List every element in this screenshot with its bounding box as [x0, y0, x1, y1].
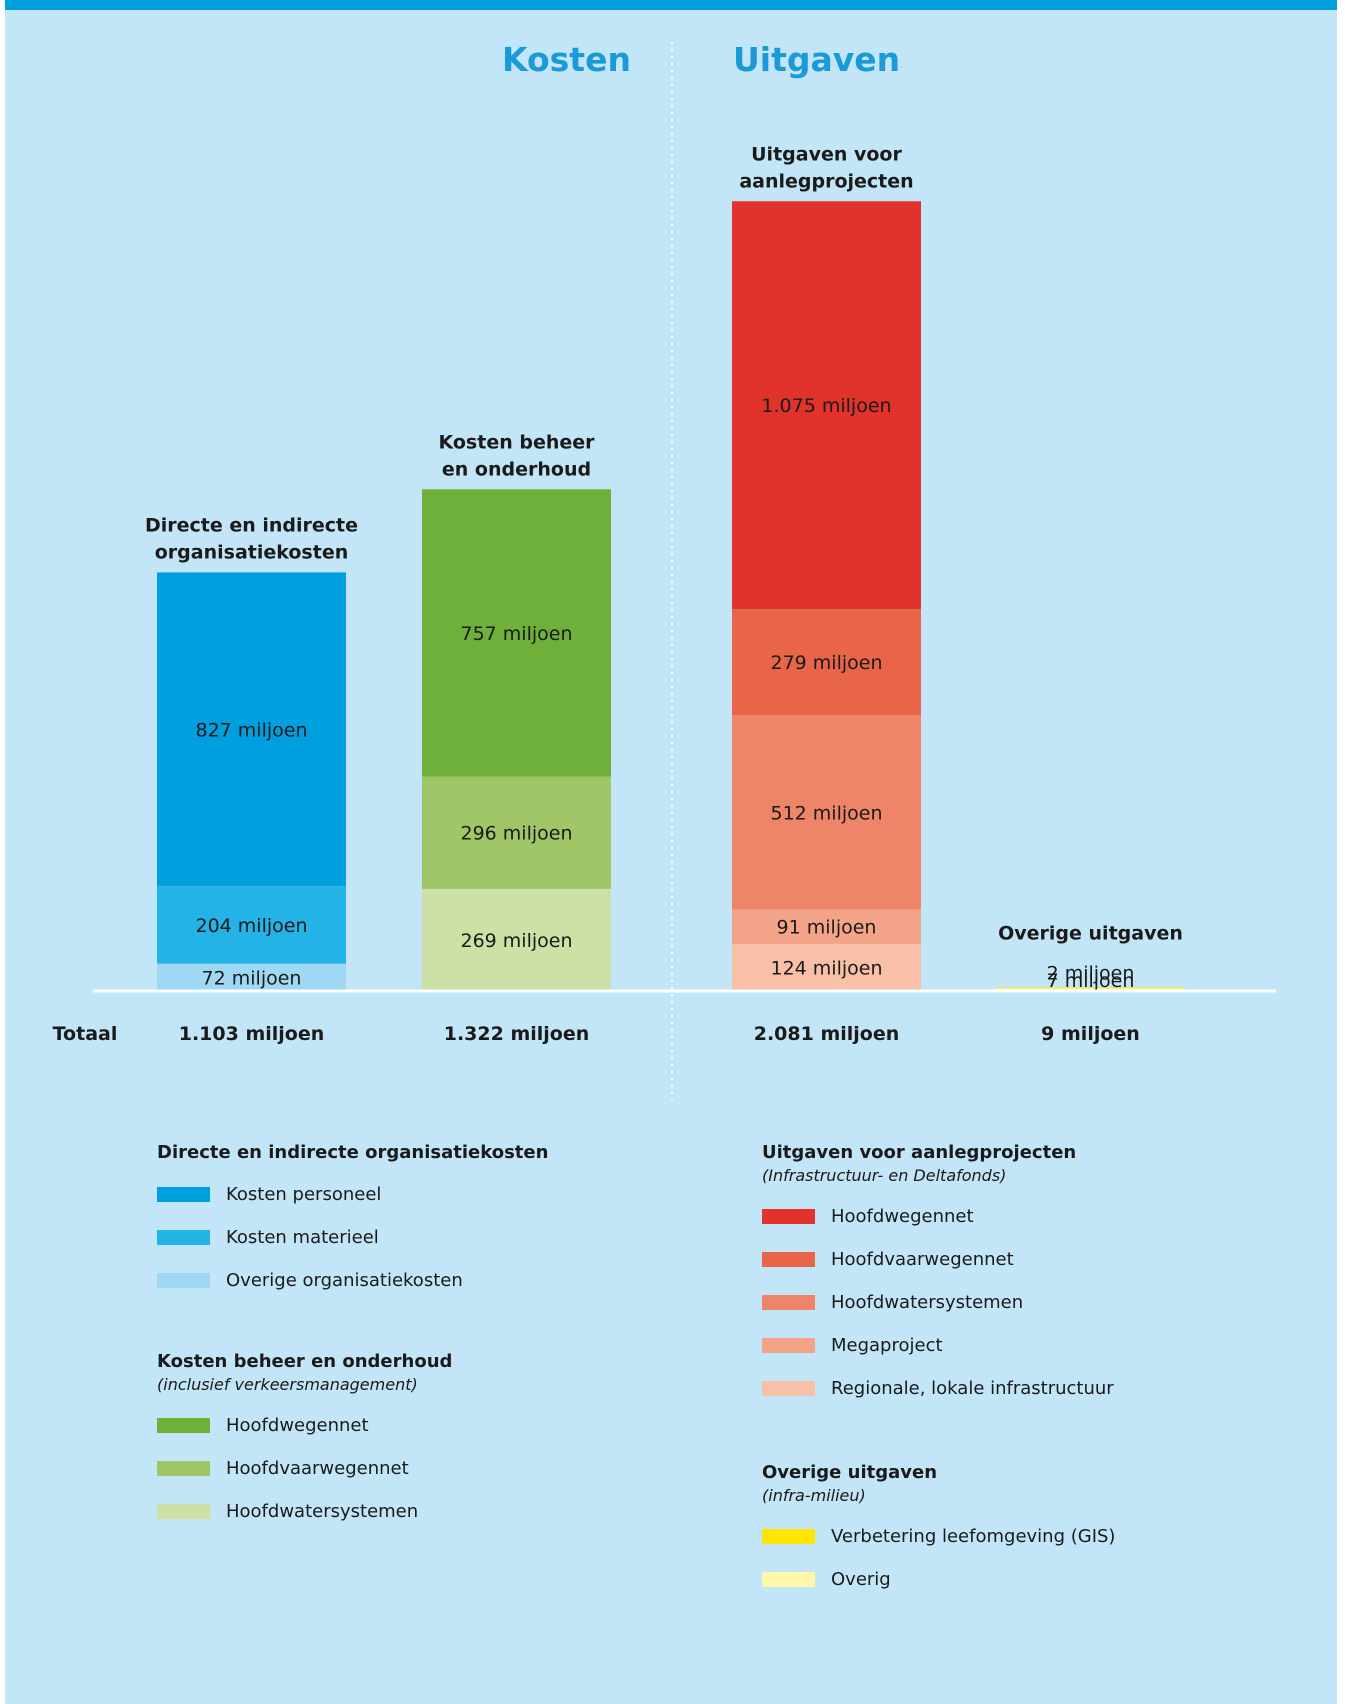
legend-items: Kosten personeel Kosten materieel Overig…	[157, 1173, 548, 1302]
legend-swatch	[762, 1381, 815, 1396]
bar-total-label: 9 miljoen	[1041, 1023, 1140, 1045]
legend-label: Kosten personeel	[226, 1184, 382, 1205]
bar-title: Uitgaven voor	[751, 143, 902, 165]
segment-value-label: 124 miljoen	[770, 957, 882, 979]
legend-label: Overig	[831, 1569, 891, 1590]
legend-label: Overige organisatiekosten	[226, 1270, 463, 1291]
bar-title: en onderhoud	[442, 458, 591, 480]
legend-item: Hoofdvaarwegennet	[157, 1447, 452, 1490]
stacked-bar-chart: 72 miljoen 204 miljoen 827 miljoen Directe …	[53, 42, 1276, 1100]
bar-title: Directe en indirecte	[145, 514, 358, 536]
segment-value-label: 91 miljoen	[777, 917, 877, 939]
legend-subtitle: (inclusief verkeersmanagement)	[157, 1375, 418, 1394]
legend-swatch	[762, 1209, 815, 1224]
legend-subtitle: (infra-milieu)	[762, 1486, 866, 1505]
segment-value-label: 512 miljoen	[770, 802, 882, 824]
legend-title: Overige uitgaven	[762, 1462, 938, 1483]
segment-value-label: 279 miljoen	[770, 652, 882, 674]
legend-item: Hoofdwatersystemen	[762, 1281, 1114, 1324]
legend-swatch	[762, 1338, 815, 1353]
legend-title: Kosten beheer en onderhoud	[157, 1351, 453, 1372]
legend-swatch	[157, 1230, 210, 1245]
legend-item: Verbetering leefomgeving (GIS)	[762, 1515, 1115, 1558]
legend-item: Regionale, lokale infrastructuur	[762, 1367, 1114, 1410]
bar-segment	[996, 987, 1185, 989]
legend-swatch	[762, 1252, 815, 1267]
bar-segment	[732, 943, 921, 991]
segment-value-label: 757 miljoen	[460, 623, 572, 645]
legend-aanlegprojecten: Uitgaven voor aanlegprojecten (Infrastru…	[762, 1142, 1114, 1410]
segment-value-label: 827 miljoen	[195, 719, 307, 741]
legend-swatch	[157, 1187, 210, 1202]
bar-segment	[732, 715, 921, 910]
segment-value-label: 204 miljoen	[195, 915, 307, 937]
bar-title: Overige uitgaven	[998, 923, 1183, 945]
bar-segment	[422, 888, 611, 991]
legend-title: Directe en indirecte organisatiekosten	[157, 1142, 549, 1163]
legend-item: Hoofdvaarwegennet	[762, 1238, 1114, 1281]
bar-total-label: 1.103 miljoen	[179, 1023, 325, 1045]
segment-value-label: 72 miljoen	[202, 967, 302, 989]
legend-items: Hoofdwegennet Hoofdvaarwegennet Hoofdwat…	[157, 1404, 452, 1533]
legend-label: Hoofdwegennet	[226, 1415, 369, 1436]
bar-total-label: 1.322 miljoen	[444, 1023, 590, 1045]
legend-swatch	[157, 1504, 210, 1519]
bar-title: aanlegprojecten	[739, 170, 913, 192]
legend-swatch	[157, 1461, 210, 1476]
legend-label: Regionale, lokale infrastructuur	[831, 1378, 1114, 1399]
legend-swatch	[762, 1572, 815, 1587]
legend-label: Hoofdvaarwegennet	[831, 1249, 1014, 1270]
legend-item: Overige organisatiekosten	[157, 1259, 548, 1302]
legend-beheer-onderhoud: Kosten beheer en onderhoud (inclusief ve…	[157, 1351, 452, 1533]
bar-segment	[157, 572, 346, 887]
segment-value-label: 1.075 miljoen	[761, 395, 891, 417]
legend-label: Kosten materieel	[226, 1227, 379, 1248]
bar-title: organisatiekosten	[155, 541, 348, 563]
bar-segment	[732, 201, 921, 610]
legend-items: Hoofdwegennet Hoofdvaarwegennet Hoofdwat…	[762, 1195, 1114, 1410]
legend-item: Kosten personeel	[157, 1173, 548, 1216]
segment-value-label: 296 miljoen	[460, 823, 572, 845]
segment-value-label: 2 miljoen	[1047, 963, 1135, 985]
legend-item: Hoofdwatersystemen	[157, 1490, 452, 1533]
bar-total-label: 2.081 miljoen	[754, 1023, 900, 1045]
legend-organisatiekosten: Directe en indirecte organisatiekosten K…	[157, 1142, 548, 1302]
bar-segment	[157, 963, 346, 991]
bar-segment	[422, 489, 611, 777]
legend-swatch	[762, 1529, 815, 1544]
legend-item: Overig	[762, 1558, 1115, 1601]
legend-swatch	[762, 1295, 815, 1310]
total-row-label: Totaal	[53, 1023, 118, 1045]
segment-value-label: 269 miljoen	[460, 930, 572, 952]
legend-swatch	[157, 1418, 210, 1433]
legend-items: Verbetering leefomgeving (GIS) Overig	[762, 1515, 1115, 1601]
segment-value-label: 7 miljoen	[1047, 970, 1135, 992]
legend-swatch	[157, 1273, 210, 1288]
legend-item: Hoofdwegennet	[762, 1195, 1114, 1238]
legend-overige-uitgaven: Overige uitgaven (infra-milieu) Verbeter…	[762, 1462, 1115, 1601]
heading-kosten: Kosten	[502, 40, 631, 79]
legend-item: Hoofdwegennet	[157, 1404, 452, 1447]
bar-segment	[422, 776, 611, 889]
legend-title: Uitgaven voor aanlegprojecten	[762, 1142, 1077, 1163]
legend-label: Megaproject	[831, 1335, 943, 1356]
bar-segment	[157, 886, 346, 964]
bar-title: Kosten beheer	[438, 431, 595, 453]
legend-item: Megaproject	[762, 1324, 1114, 1367]
bar-segment	[732, 609, 921, 716]
legend-item: Kosten materieel	[157, 1216, 548, 1259]
legend-subtitle: (Infrastructuur- en Deltafonds)	[762, 1166, 1007, 1185]
legend-label: Hoofdwegennet	[831, 1206, 974, 1227]
legend-label: Hoofdwatersystemen	[226, 1501, 419, 1522]
legend-label: Hoofdvaarwegennet	[226, 1458, 409, 1479]
legend-label: Verbetering leefomgeving (GIS)	[831, 1526, 1116, 1547]
legend-label: Hoofdwatersystemen	[831, 1292, 1024, 1313]
top-accent-bar	[5, 0, 1337, 10]
heading-uitgaven: Uitgaven	[733, 40, 901, 79]
bar-segment	[732, 909, 921, 944]
